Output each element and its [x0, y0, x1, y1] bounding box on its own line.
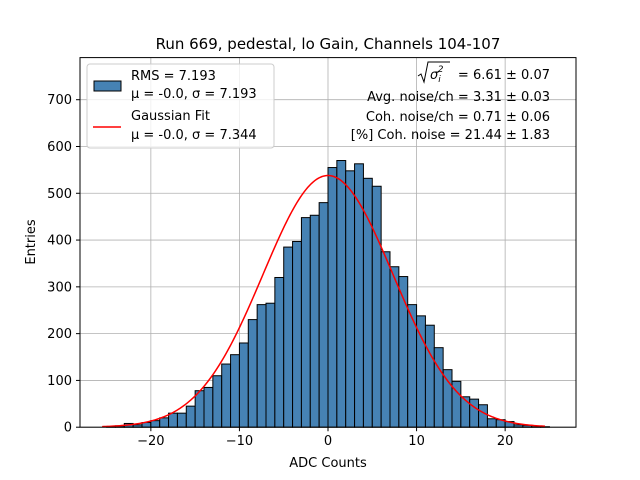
histogram-bar-36: [424, 324, 435, 428]
histogram-bar-7: [168, 412, 178, 428]
x-tick-label-0: −20: [137, 434, 164, 449]
legend-swatch-histogram: [93, 80, 122, 92]
histogram-bar-22: [300, 217, 311, 428]
legend-sublabel-fit: μ = -0.0, σ = 7.344: [131, 128, 257, 143]
annotation-coh-noise-pct: [%] Coh. noise = 21.44 ± 1.83: [351, 128, 550, 143]
histogram-bar-40: [460, 396, 471, 428]
gaussian-fit-curve: [102, 174, 546, 428]
annotation-total-noise: σi2 = 6.61 ± 0.07: [417, 61, 550, 85]
histogram-bar-43: [486, 418, 497, 428]
histogram-bar-37: [433, 347, 444, 428]
y-tick-label-2: 200: [47, 327, 72, 342]
histogram-bar-30: [371, 185, 382, 428]
y-tick-label-4: 400: [47, 234, 72, 249]
histogram-bar-16: [247, 319, 258, 428]
histogram-bar-41: [469, 398, 480, 428]
histogram-bar-12: [212, 375, 223, 428]
x-axis-label: ADC Counts: [289, 456, 367, 471]
histogram-bar-14: [230, 354, 240, 428]
sigma-i-squared: σi2: [430, 65, 444, 85]
histogram-bar-8: [176, 412, 187, 428]
annotation-total-noise-value: = 6.61 ± 0.07: [454, 68, 550, 83]
histogram-bar-6: [159, 417, 170, 428]
y-tick-label-5: 500: [47, 187, 72, 202]
histogram-bar-35: [416, 315, 426, 428]
histogram-bar-13: [221, 363, 232, 428]
histogram-bar-18: [265, 302, 276, 428]
histogram-bar-34: [407, 304, 418, 428]
histogram-bar-9: [185, 405, 196, 428]
legend-label-histogram: RMS = 7.193: [131, 69, 216, 84]
histogram-bar-19: [274, 276, 285, 428]
x-tick-label-3: 10: [408, 434, 425, 449]
x-tick-label-2: 0: [324, 434, 332, 449]
annotations: σi2 = 6.61 ± 0.07 Avg. noise/ch = 3.31 ±…: [351, 61, 550, 143]
annotation-avg-noise: Avg. noise/ch = 3.31 ± 0.03: [367, 90, 550, 105]
y-tick-label-0: 0: [64, 421, 72, 436]
chart-title: Run 669, pedestal, lo Gain, Channels 104…: [156, 35, 501, 53]
histogram-bar-5: [150, 420, 161, 428]
legend: RMS = 7.193 μ = -0.0, σ = 7.193 Gaussian…: [86, 63, 275, 149]
y-tick-label-3: 300: [47, 280, 72, 295]
histogram-bar-23: [309, 214, 320, 428]
histogram-bar-27: [345, 170, 356, 428]
histogram-bar-20: [283, 246, 294, 428]
histogram-bar-31: [380, 251, 391, 428]
legend-sublabel-histogram: μ = -0.0, σ = 7.193: [131, 87, 257, 102]
x-tick-label-4: 20: [497, 434, 514, 449]
histogram-bar-42: [478, 404, 488, 428]
annotation-coh-noise-ch: Coh. noise/ch = 0.71 ± 0.06: [366, 110, 550, 125]
histogram-bars: [106, 160, 550, 428]
y-tick-label-7: 700: [47, 93, 72, 108]
y-tick-label-1: 100: [47, 374, 72, 389]
histogram-bar-11: [203, 386, 214, 428]
legend-label-fit: Gaussian Fit: [131, 109, 210, 124]
y-axis-ticks: 0 100 200 300 400 500 600 700: [47, 93, 80, 436]
x-tick-label-1: −10: [226, 434, 253, 449]
histogram-bar-38: [442, 369, 453, 428]
histogram-bar-24: [318, 202, 329, 428]
histogram-bar-25: [327, 167, 338, 428]
sqrt-symbol: [417, 61, 450, 84]
x-axis-ticks: −20 −10 0 10 20: [137, 427, 513, 449]
histogram-bar-32: [389, 266, 400, 428]
histogram-bar-15: [238, 342, 249, 428]
histogram-bar-29: [362, 177, 373, 428]
histogram-bar-21: [292, 240, 302, 428]
legend-box: [86, 63, 275, 149]
histogram-bar-10: [194, 390, 205, 428]
y-tick-label-6: 600: [47, 140, 72, 155]
y-axis-label: Entries: [24, 219, 39, 265]
histogram-bar-26: [336, 160, 347, 428]
histogram-bar-17: [256, 304, 267, 428]
